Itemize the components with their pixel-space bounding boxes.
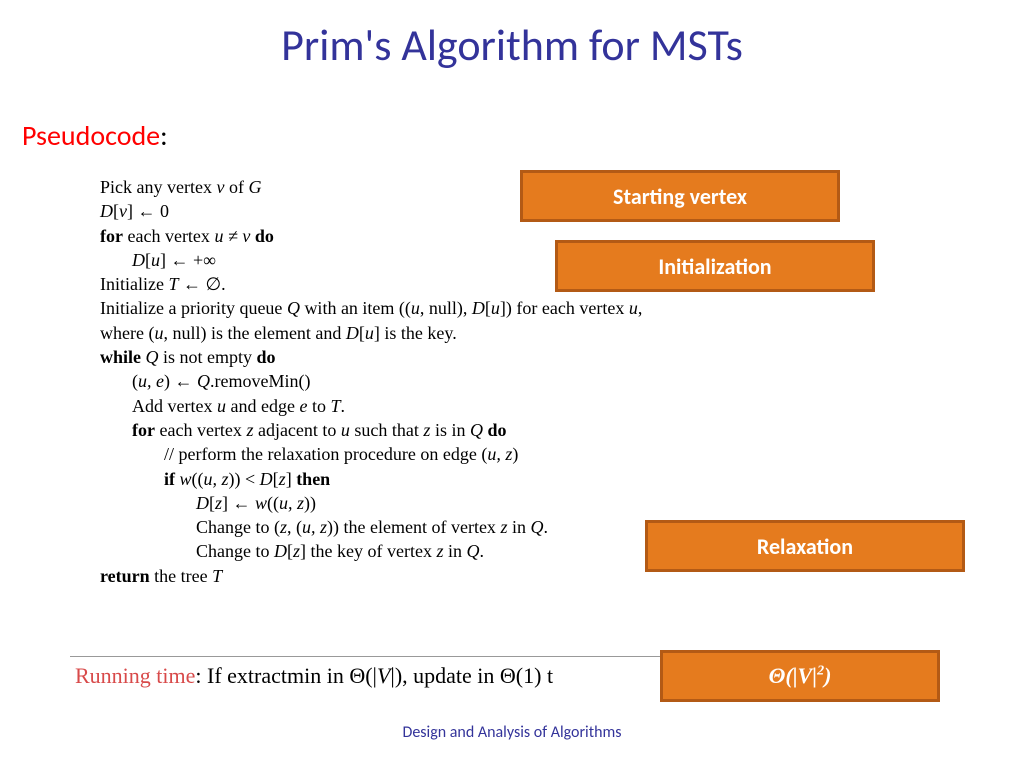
callout-initialization: Initialization (555, 240, 875, 292)
callout-starting-vertex: Starting vertex (520, 170, 840, 222)
slide-footer: Design and Analysis of Algorithms (0, 723, 1024, 742)
pseudo-line: D[z] ← w((u, z)) (100, 491, 642, 515)
slide-title: Prim's Algorithm for MSTs (0, 0, 1024, 72)
pseudo-line: Change to D[z] the key of vertex z in Q. (100, 539, 642, 563)
pseudo-line: if w((u, z)) < D[z] then (100, 467, 642, 491)
pseudo-line: // perform the relaxation procedure on e… (100, 442, 642, 466)
pseudo-line: Change to (z, (u, z)) the element of ver… (100, 515, 642, 539)
pseudo-line: for each vertex z adjacent to u such tha… (100, 418, 642, 442)
callout-relaxation: Relaxation (645, 520, 965, 572)
pseudo-line: return the tree T (100, 564, 642, 588)
pseudo-line: Add vertex u and edge e to T. (100, 394, 642, 418)
pseudo-line: Initialize a priority queue Q with an it… (100, 296, 642, 320)
pseudo-line: where (u, null) is the element and D[u] … (100, 321, 642, 345)
pseudocode-block: Pick any vertex v of G D[v] ← 0 for each… (100, 175, 642, 588)
callout-complexity: Θ(|V|2) (660, 650, 940, 702)
running-time: Running time: If extractmin in Θ(|V|), u… (75, 663, 553, 689)
pseudocode-label: Pseudocode: (22, 118, 168, 153)
pseudo-line: while Q is not empty do (100, 345, 642, 369)
pseudo-line: (u, e) ← Q.removeMin() (100, 369, 642, 393)
